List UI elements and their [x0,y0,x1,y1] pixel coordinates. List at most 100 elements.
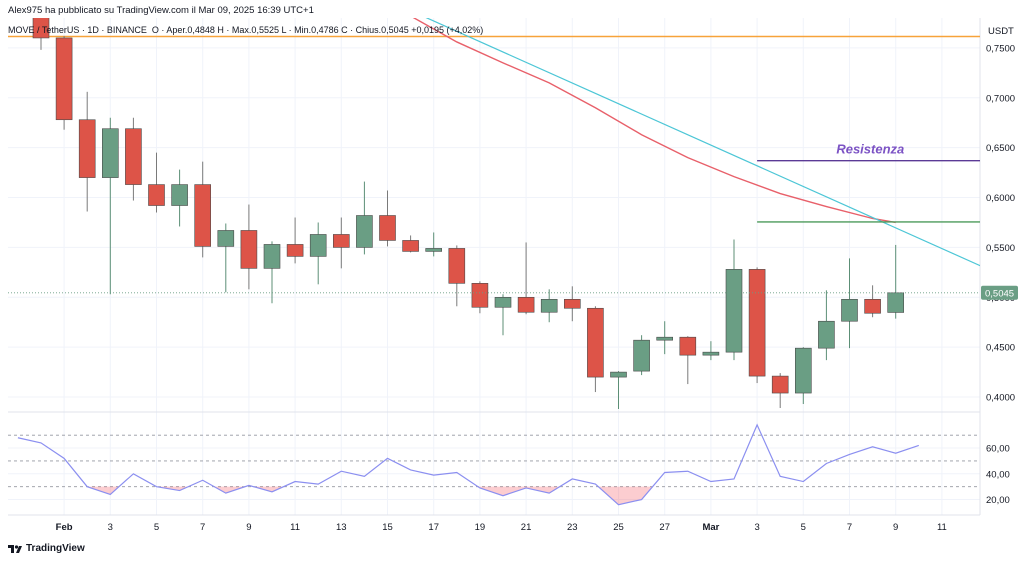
candle-body [309,234,327,257]
candle [841,258,858,349]
candle-body [332,234,350,248]
candle-body [771,375,789,394]
price-tick-label: 0,7000 [986,93,1015,104]
price-pane: Resistenza [8,18,980,410]
candle-body [402,240,419,252]
candle [78,91,96,212]
candle [794,347,812,405]
ohlc-legend: MOVE / TetherUS · 1D · BINANCE O · Aper.… [8,25,483,35]
time-tick-label: 17 [428,522,439,533]
candle [425,232,443,257]
price-tick-label: 0,4000 [986,393,1015,404]
candle-body [633,339,650,372]
tradingview-logo[interactable]: TradingView [8,543,85,554]
candle [217,223,235,293]
price-tick-label: 0,5500 [986,243,1015,254]
candle [171,169,188,227]
rsi-oversold-fill [618,486,642,505]
candle-body [725,269,743,353]
candle [679,336,697,385]
candle-body [794,347,812,394]
price-tick-label: 0,7500 [986,43,1015,54]
last-price-badge [981,285,1018,300]
candle-body [102,128,119,178]
time-tick-label: 7 [200,522,205,533]
time-tick-label: 13 [336,522,347,533]
time-tick-label: 21 [521,522,532,533]
time-tick-label: 19 [475,522,486,533]
candle-body [679,336,697,356]
time-tick-label: 3 [108,522,113,533]
time-tick-label: 5 [154,522,159,533]
time-tick-label: Mar [702,522,719,533]
candle [563,286,581,322]
candle [818,290,835,361]
candle-body [194,184,211,247]
candle [263,241,281,304]
candle [125,117,142,201]
time-tick-label: 7 [847,522,852,533]
candle-body [818,320,835,349]
last-price-label: 0,5045 [985,288,1014,299]
time-tick-label: 9 [893,522,898,533]
candle [194,161,211,258]
candle-body [263,244,281,269]
candle-body [240,230,258,269]
time-tick-label: 11 [290,522,300,533]
symbol-label[interactable]: MOVE / TetherUS · 1D · BINANCE [8,25,147,35]
candle-body [494,296,512,308]
candle-body [125,128,142,185]
candle-body [610,371,627,378]
candle-body [841,298,858,322]
candle [864,285,881,318]
candle [148,152,165,213]
time-tick-label: Feb [56,522,73,533]
price-tick-label: 0,6000 [986,193,1015,204]
candle [402,235,419,253]
candle-body [171,184,188,206]
candle-body [656,336,674,341]
candle-body [217,230,235,247]
moving-average-line [412,18,896,224]
candle [286,217,304,264]
candle [494,294,512,336]
candle [471,281,489,314]
candle-body [32,18,50,39]
candle [32,18,50,50]
rsi-tick-label: 20,00 [986,495,1010,506]
tradingview-logo-icon [8,544,22,553]
candle [448,245,466,307]
candle [540,289,558,323]
candle [656,321,674,355]
candle-body [563,298,581,309]
time-tick-label: 3 [754,522,759,533]
tradingview-logo-text: TradingView [26,543,85,554]
candle [702,341,720,361]
candle [887,244,905,319]
rsi-line [17,423,919,506]
candle-body [448,248,466,284]
candle [610,371,627,410]
ohlc-values: O · Aper.0,4848 H · Max.0,5525 L · Min.0… [151,25,484,35]
candle-body [148,184,165,206]
trendline [425,18,980,267]
candle-body [356,215,373,248]
candle [379,190,396,247]
price-tick-label: 0,4500 [986,343,1015,354]
candle-body [471,283,489,308]
candle [240,204,258,290]
candle-body [517,296,535,313]
publish-info: Alex975 ha pubblicato su TradingView.com… [8,5,314,16]
candle-body [702,351,720,356]
candle-body [78,119,96,178]
candle [332,217,350,269]
time-tick-label: 11 [937,522,947,533]
candle [725,239,743,361]
candle [55,35,73,130]
currency-label: USDT [988,26,1014,37]
candle [517,242,535,315]
resistance-label: Resistenza [836,142,904,157]
candle [748,267,766,384]
candle-body [887,292,905,313]
